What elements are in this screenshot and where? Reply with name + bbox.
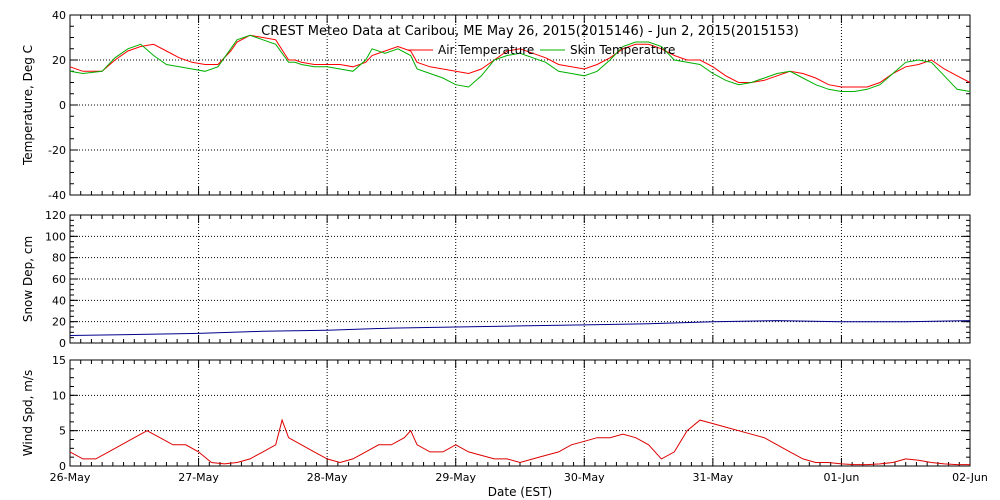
temperature-y-axis-label: Temperature, Deg C: [21, 45, 35, 166]
wind-y-axis-label: Wind Spd, m/s: [21, 370, 35, 456]
x-tick-label: 28-May: [307, 471, 348, 484]
snow-y-axis-label: Snow Dep, cm: [21, 236, 35, 322]
y-tick-label: 20: [52, 316, 66, 329]
x-tick-label: 30-May: [564, 471, 605, 484]
y-tick-label: 0: [59, 99, 66, 112]
snow-grid: [70, 215, 970, 343]
legend-label-skin: Skin Temperature: [570, 43, 675, 57]
y-tick-label: 5: [59, 425, 66, 438]
y-tick-label: 60: [52, 273, 66, 286]
wind-plot-frame: [70, 360, 970, 466]
x-axis-label: Date (EST): [488, 485, 552, 499]
series-line-wind-0: [70, 420, 970, 465]
x-tick-label: 01-Jun: [824, 471, 860, 484]
y-tick-label: 20: [52, 54, 66, 67]
y-tick-label: 15: [52, 354, 66, 367]
snow-y-ticks: 120 100 80 60 40 20 0: [45, 209, 970, 350]
wind-lines: [70, 420, 970, 465]
x-tick-label: 02-Jun: [952, 471, 988, 484]
x-tick-label: 26-May: [50, 471, 91, 484]
y-tick-label: -40: [48, 189, 66, 202]
y-tick-label: -20: [48, 144, 66, 157]
series-line-snow-0: [70, 321, 970, 336]
legend-label-air: Air Temperature: [438, 43, 534, 57]
temperature-legend: Air Temperature Skin Temperature: [408, 43, 675, 57]
x-tick-labels: 26-May 27-May 28-May 29-May 30-May 31-May 01-J…: [50, 471, 988, 484]
chart-title: CREST Meteo Data at Caribou, ME May 26, …: [261, 24, 799, 39]
y-tick-label: 40: [52, 9, 66, 22]
y-tick-label: 100: [45, 230, 66, 243]
snow-depth-panel: 120 100 80 60 40 20 0 Snow Dep, cm: [21, 209, 970, 350]
x-tick-label: 29-May: [435, 471, 476, 484]
wind-grid: [70, 360, 970, 466]
x-tick-label: 27-May: [178, 471, 219, 484]
y-tick-label: 10: [52, 389, 66, 402]
x-tick-label: 31-May: [692, 471, 733, 484]
y-tick-label: 120: [45, 209, 66, 222]
y-tick-label: 80: [52, 252, 66, 265]
snow-lines: [70, 321, 970, 336]
y-tick-label: 40: [52, 294, 66, 307]
temperature-grid: [70, 15, 970, 195]
y-tick-label: 0: [59, 337, 66, 350]
